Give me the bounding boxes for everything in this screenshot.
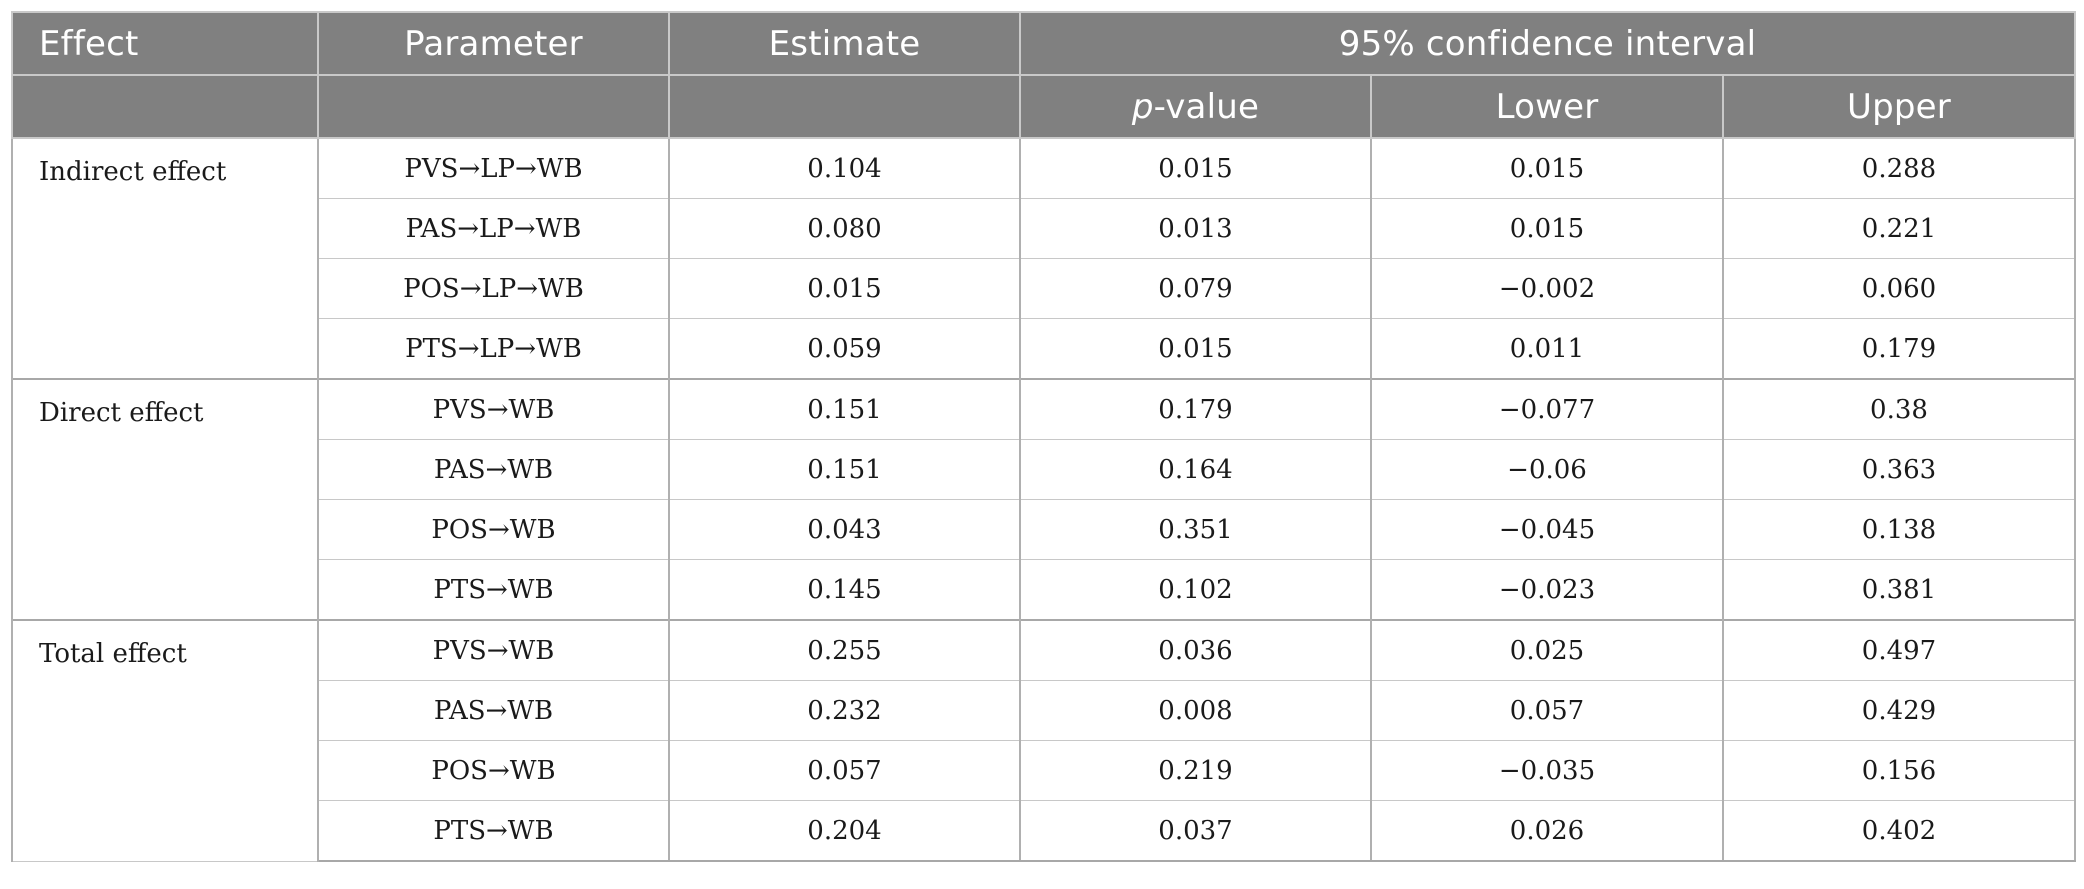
estimate-cell: 0.232 — [668, 680, 1021, 741]
upper-cell: 0.288 — [1722, 137, 2076, 199]
lower-cell: 0.015 — [1370, 198, 1724, 259]
lower-cell: −0.045 — [1370, 499, 1724, 560]
header-confidence-interval: 95% confidence interval — [1019, 11, 2076, 76]
upper-cell: 0.381 — [1722, 559, 2076, 621]
upper-cell: 0.429 — [1722, 680, 2076, 741]
lower-cell: 0.057 — [1370, 680, 1724, 741]
header-lower: Lower — [1370, 74, 1724, 139]
table-row: PAS→WB 0.151 0.164 −0.06 0.363 — [12, 439, 2076, 500]
table-row: POS→WB 0.043 0.351 −0.045 0.138 — [12, 499, 2076, 560]
effects-table: Effect Parameter Estimate 95% confidence… — [11, 11, 2076, 862]
p-value-cell: 0.015 — [1019, 137, 1372, 199]
parameter-cell: PAS→LP→WB — [317, 198, 670, 259]
lower-cell: −0.06 — [1370, 439, 1724, 500]
lower-cell: −0.077 — [1370, 378, 1724, 440]
p-value-cell: 0.164 — [1019, 439, 1372, 500]
lower-cell: 0.025 — [1370, 619, 1724, 681]
lower-cell: −0.035 — [1370, 740, 1724, 801]
estimate-cell: 0.255 — [668, 619, 1021, 681]
upper-cell: 0.156 — [1722, 740, 2076, 801]
p-value-cell: 0.037 — [1019, 800, 1372, 862]
p-value-cell: 0.102 — [1019, 559, 1372, 621]
header-blank-estimate — [668, 74, 1021, 139]
effect-group-label: Direct effect — [11, 378, 319, 621]
lower-cell: 0.011 — [1370, 318, 1724, 380]
header-row-2: p-value Lower Upper — [11, 74, 2076, 139]
table-row: PTS→WB 0.145 0.102 −0.023 0.381 — [12, 559, 2076, 621]
lower-cell: −0.023 — [1370, 559, 1724, 621]
estimate-cell: 0.057 — [668, 740, 1021, 801]
upper-cell: 0.402 — [1722, 800, 2076, 862]
p-value-cell: 0.351 — [1019, 499, 1372, 560]
table-row: PAS→LP→WB 0.080 0.013 0.015 0.221 — [12, 198, 2076, 259]
parameter-cell: POS→WB — [317, 499, 670, 560]
p-value-cell: 0.015 — [1019, 318, 1372, 380]
table-row: Total effect PVS→WB 0.255 0.036 0.025 0.497 — [11, 619, 2076, 862]
upper-cell: 0.060 — [1722, 258, 2076, 319]
effects-table-container: Effect Parameter Estimate 95% confidence… — [11, 11, 2076, 862]
table-row: POS→WB 0.057 0.219 −0.035 0.156 — [12, 740, 2076, 801]
header-parameter: Parameter — [317, 11, 670, 76]
p-value-cell: 0.179 — [1019, 378, 1372, 440]
header-p-italic: p — [1131, 86, 1154, 127]
table-row: PTS→WB 0.204 0.037 0.026 0.402 — [12, 800, 2076, 862]
effect-group-label: Total effect — [11, 619, 319, 862]
table-row: Indirect effect PVS→LP→WB 0.104 0.015 0.015 0… — [11, 137, 2076, 380]
parameter-cell: PAS→WB — [317, 439, 670, 500]
upper-cell: 0.363 — [1722, 439, 2076, 500]
parameter-cell: PVS→LP→WB — [317, 137, 670, 199]
parameter-cell: PTS→LP→WB — [317, 318, 670, 380]
parameter-cell: POS→WB — [317, 740, 670, 801]
estimate-cell: 0.043 — [668, 499, 1021, 560]
parameter-cell: PTS→WB — [317, 800, 670, 862]
table-row: PAS→WB 0.232 0.008 0.057 0.429 — [12, 680, 2076, 741]
table-row: PTS→LP→WB 0.059 0.015 0.011 0.179 — [12, 318, 2076, 380]
estimate-cell: 0.145 — [668, 559, 1021, 621]
table-row: POS→LP→WB 0.015 0.079 −0.002 0.060 — [12, 258, 2076, 319]
parameter-cell: PVS→WB — [317, 378, 670, 440]
p-value-cell: 0.219 — [1019, 740, 1372, 801]
p-value-cell: 0.036 — [1019, 619, 1372, 681]
lower-cell: 0.015 — [1370, 137, 1724, 199]
upper-cell: 0.138 — [1722, 499, 2076, 560]
header-blank-effect — [11, 74, 319, 139]
estimate-cell: 0.204 — [668, 800, 1021, 862]
upper-cell: 0.497 — [1722, 619, 2076, 681]
p-value-cell: 0.013 — [1019, 198, 1372, 259]
parameter-cell: POS→LP→WB — [317, 258, 670, 319]
effect-group-label: Indirect effect — [11, 137, 319, 380]
lower-cell: −0.002 — [1370, 258, 1724, 319]
upper-cell: 0.221 — [1722, 198, 2076, 259]
table-header: Effect Parameter Estimate 95% confidence… — [11, 11, 2076, 139]
upper-cell: 0.179 — [1722, 318, 2076, 380]
header-p-value: p-value — [1019, 74, 1372, 139]
header-estimate: Estimate — [668, 11, 1021, 76]
estimate-cell: 0.104 — [668, 137, 1021, 199]
estimate-cell: 0.059 — [668, 318, 1021, 380]
p-value-cell: 0.008 — [1019, 680, 1372, 741]
lower-cell: 0.026 — [1370, 800, 1724, 862]
upper-cell: 0.38 — [1722, 378, 2076, 440]
header-blank-parameter — [317, 74, 670, 139]
header-row-1: Effect Parameter Estimate 95% confidence… — [11, 11, 2076, 76]
header-upper: Upper — [1722, 74, 2076, 139]
estimate-cell: 0.151 — [668, 439, 1021, 500]
estimate-cell: 0.080 — [668, 198, 1021, 259]
header-effect: Effect — [11, 11, 319, 76]
parameter-cell: PAS→WB — [317, 680, 670, 741]
parameter-cell: PTS→WB — [317, 559, 670, 621]
table-body: Indirect effect PVS→LP→WB 0.104 0.015 0.015 0… — [11, 137, 2076, 862]
p-value-cell: 0.079 — [1019, 258, 1372, 319]
estimate-cell: 0.151 — [668, 378, 1021, 440]
parameter-cell: PVS→WB — [317, 619, 670, 681]
table-row: Direct effect PVS→WB 0.151 0.179 −0.077 0.38 — [11, 378, 2076, 621]
header-p-suffix: -value — [1153, 86, 1260, 127]
estimate-cell: 0.015 — [668, 258, 1021, 319]
